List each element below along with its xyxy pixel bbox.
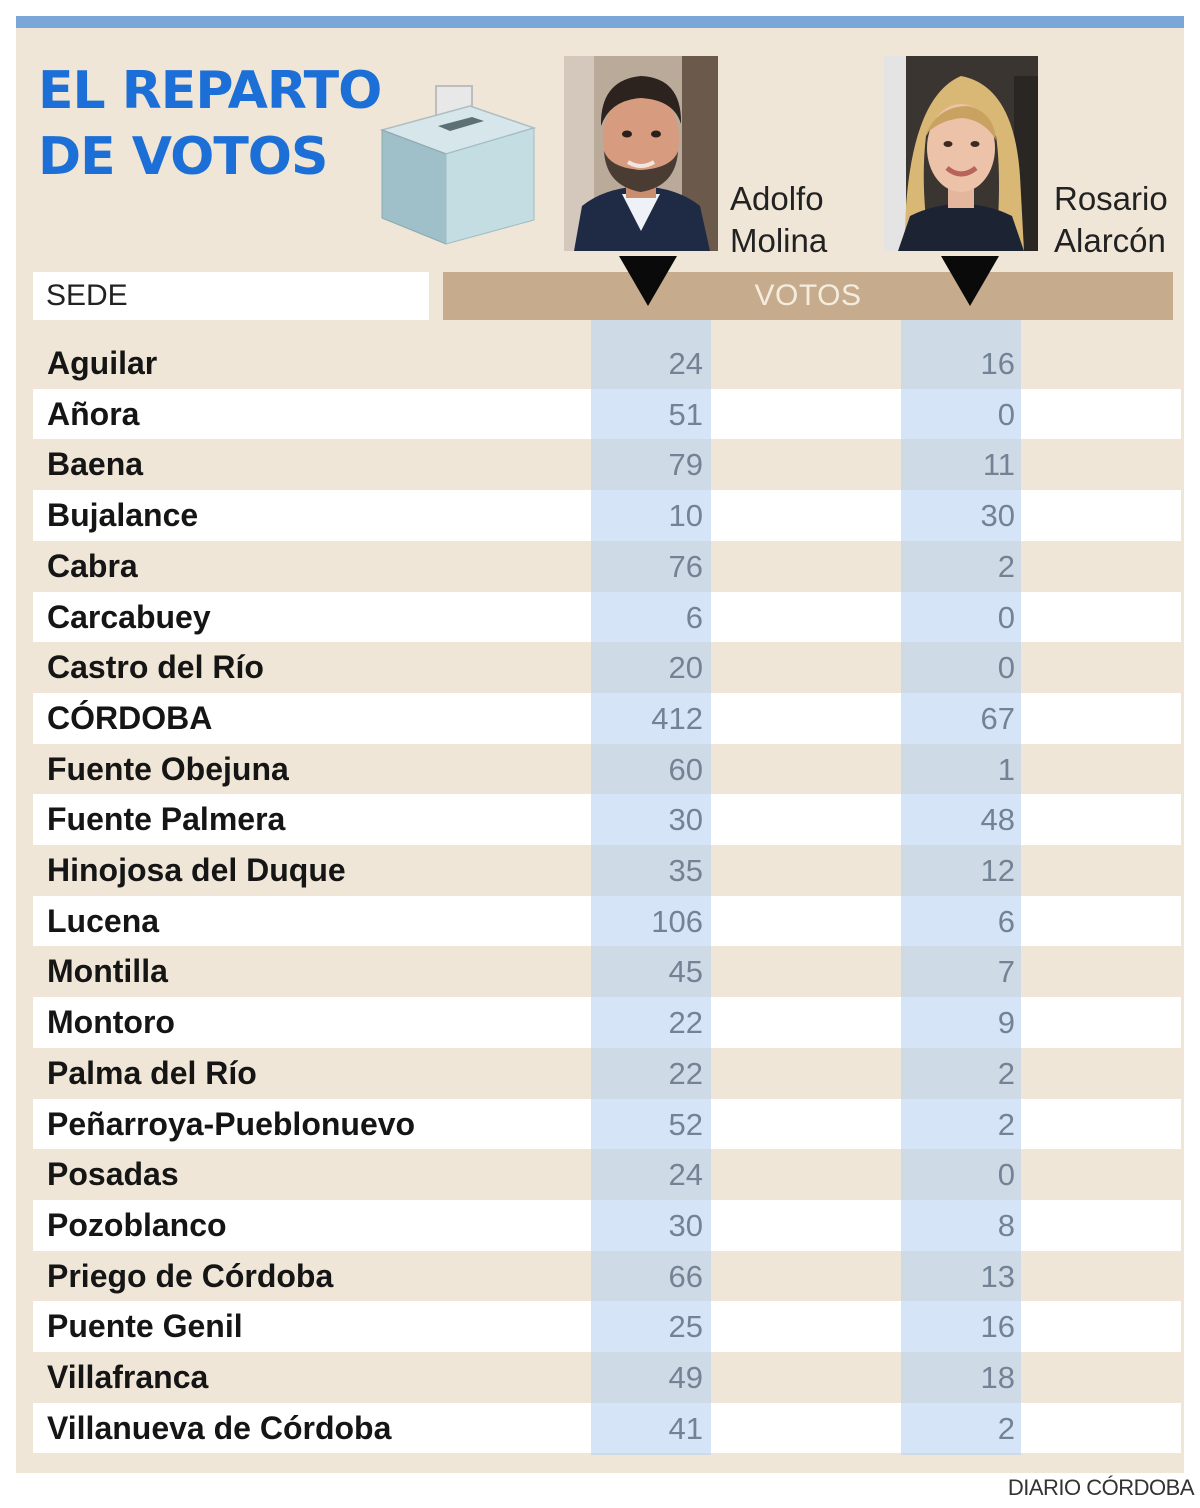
sede-name: Puente Genil: [47, 1308, 243, 1345]
sede-name: Bujalance: [47, 497, 199, 534]
sede-name: Pozoblanco: [47, 1206, 227, 1243]
sede-name: Aguilar: [47, 345, 158, 381]
ballot-box-icon: [379, 85, 537, 245]
sede-name: Palma del Río: [47, 1054, 257, 1091]
down-arrow-icon: [941, 256, 999, 306]
sede-name: Carcabuey: [47, 598, 211, 635]
candidate-photo-molina: [564, 56, 718, 251]
sede-name: Fuente Obejuna: [47, 750, 289, 787]
sede-name: Cabra: [47, 547, 138, 584]
sede-name: Hinojosa del Duque: [47, 852, 346, 888]
woman-portrait-icon: [884, 56, 1038, 251]
man-portrait-icon: [564, 56, 718, 251]
sede-name: Fuente Palmera: [47, 801, 286, 838]
top-rule: [16, 16, 1184, 28]
votos-header: VOTOS: [443, 272, 1173, 320]
candidate-name-molina: Adolfo Molina: [730, 178, 827, 262]
sede-name: Montilla: [47, 953, 168, 990]
sede-header: SEDE: [33, 272, 429, 320]
sede-name: Lucena: [47, 902, 160, 939]
title-line-1: EL REPARTO: [38, 61, 382, 121]
candidate-last-name: Alarcón: [1054, 222, 1166, 259]
candidate-photo-alarcon: [884, 56, 1038, 251]
source-credit: DIARIO CÓRDOBA: [1007, 1475, 1195, 1500]
sede-name: Castro del Río: [47, 649, 264, 686]
alarcon-column-band: [901, 320, 1021, 1455]
sede-name: Añora: [47, 395, 140, 432]
sede-name: Peñarroya-Pueblonuevo: [47, 1105, 416, 1142]
down-arrow-icon: [619, 256, 677, 306]
candidate-name-alarcon: Rosario Alarcón: [1054, 178, 1168, 262]
sede-name: Posadas: [47, 1156, 179, 1193]
sede-name: Priego de Córdoba: [47, 1257, 334, 1294]
candidate-first-name: Adolfo: [730, 180, 824, 217]
sede-name: CÓRDOBA: [47, 699, 213, 736]
candidate-last-name: Molina: [730, 222, 828, 259]
sede-name: Villafranca: [47, 1359, 209, 1395]
candidate-first-name: Rosario: [1054, 180, 1168, 217]
sede-name: Baena: [47, 446, 144, 483]
sede-name: Villanueva de Córdoba: [47, 1409, 392, 1446]
molina-column-band: [591, 320, 711, 1455]
sede-name: Montoro: [47, 1004, 175, 1041]
infographic-title: EL REPARTO DE VOTOS: [38, 58, 382, 190]
title-line-2: DE VOTOS: [38, 127, 328, 187]
